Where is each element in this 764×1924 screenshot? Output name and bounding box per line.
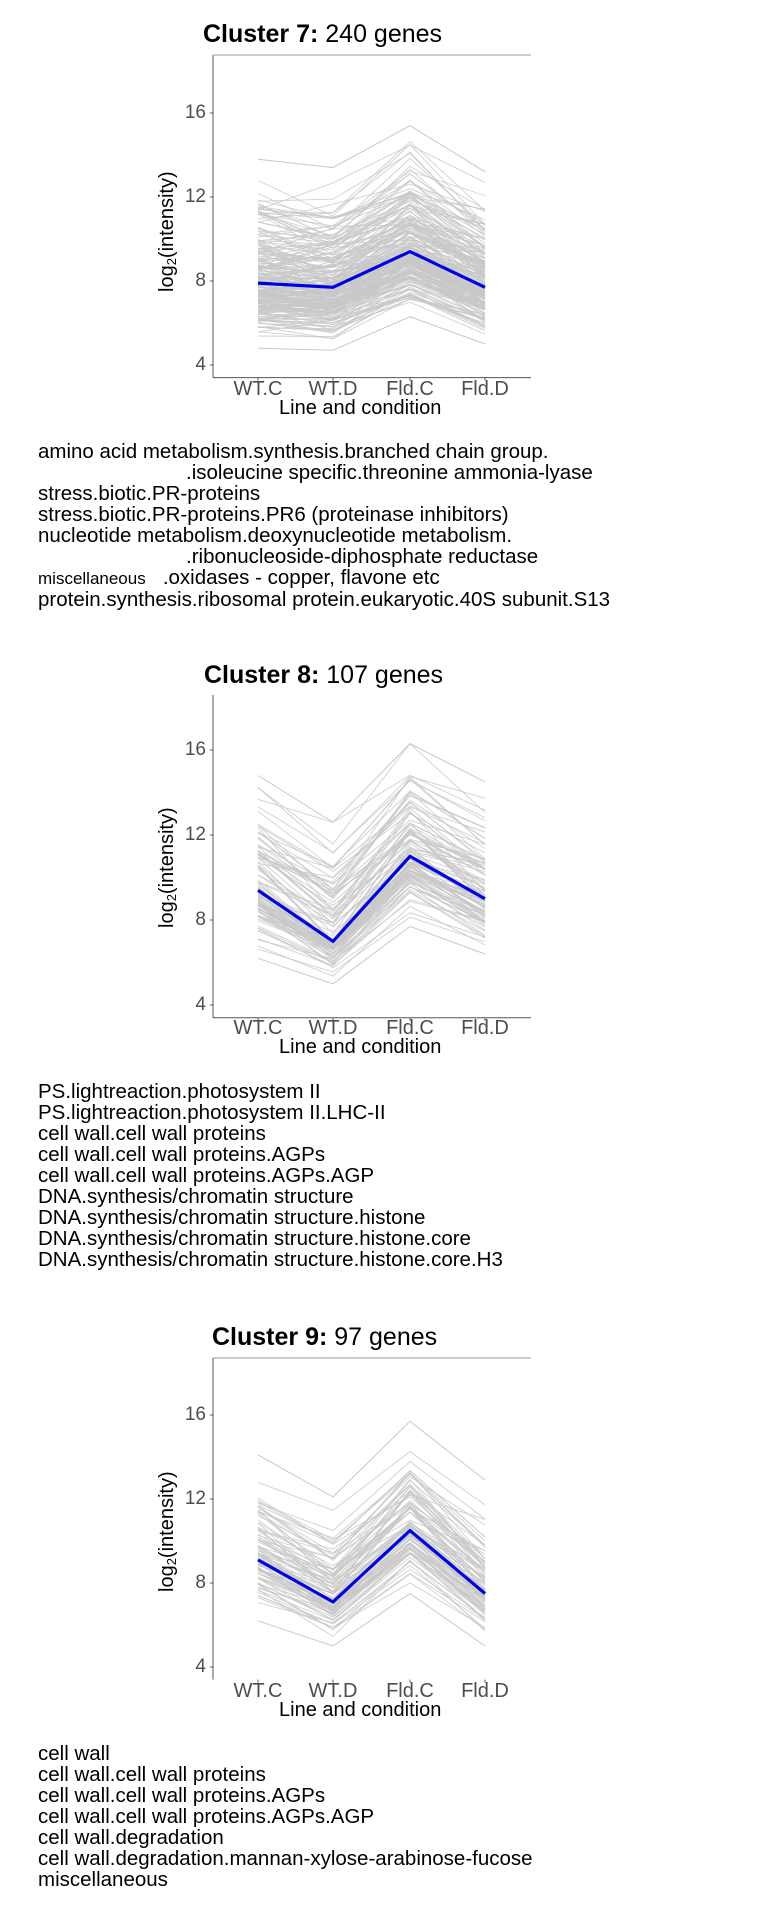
cluster-7-plot — [210, 54, 531, 381]
annotation-line: miscellaneous .oxidases - copper, flavon… — [38, 567, 610, 589]
x-axis-label: Line and condition — [279, 397, 442, 419]
cluster-7-title: Cluster 7: 240 genes — [203, 20, 442, 49]
ytick-16: 16 — [184, 739, 206, 760]
cluster-title-bold: Cluster 7: — [203, 20, 319, 48]
cluster-9-plot — [210, 1357, 531, 1683]
annotation-line: miscellaneous — [38, 1868, 168, 1891]
annotation-line: stress.biotic.PR-proteins.PR6 (proteinas… — [38, 503, 509, 526]
xtick-fld-d: Fld.D — [461, 378, 509, 400]
ytick-12: 12 — [184, 186, 206, 207]
annotation-line: cell wall.cell wall proteins.AGPs.AGP — [38, 1164, 375, 1187]
cluster-gene-count: 97 genes — [334, 1323, 438, 1351]
cluster-8-plot — [210, 695, 531, 1021]
xtick-fld-d: Fld.D — [461, 1680, 509, 1702]
ytick-12: 12 — [184, 824, 206, 845]
cluster-8-annotations: PS.lightreaction.photosystem II PS.lightr… — [38, 1081, 503, 1270]
ylabel-rest: (intensity) — [156, 1471, 178, 1559]
annotation-line: cell wall.cell wall proteins.AGPs — [38, 1143, 326, 1166]
annotation-line: nucleotide metabolism.deoxynucleotide me… — [38, 524, 513, 547]
annotation-line: DNA.synthesis/chromatin structure.histon… — [38, 1248, 503, 1271]
xtick-wt-d: WT.D — [308, 378, 358, 400]
annotation-line: cell wall.cell wall proteins — [38, 1122, 266, 1145]
annotation-subcategory: .oxidases - copper, flavone etc — [145, 566, 440, 589]
annotation-line: protein.synthesis.ribosomal protein.euka… — [38, 588, 611, 611]
cluster-title-bold: Cluster 9: — [212, 1323, 328, 1351]
cluster-8-panel: Cluster 8: 107 genes log2(intensity) 16 … — [38, 661, 531, 1270]
ytick-16: 16 — [184, 102, 206, 123]
gene-profile-lines — [257, 1420, 486, 1647]
annotation-line: cell wall.degradation — [38, 1826, 224, 1849]
ytick-8: 8 — [195, 1572, 206, 1593]
xtick-fld-d: Fld.D — [461, 1017, 509, 1039]
annotation-line: amino acid metabolism.synthesis.branched… — [38, 440, 549, 463]
annotation-line: DNA.synthesis/chromatin structure.histon… — [38, 1206, 426, 1229]
xtick-wt-c: WT.C — [233, 1017, 283, 1039]
xtick-fld-c: Fld.C — [386, 1017, 434, 1039]
x-axis-label: Line and condition — [279, 1699, 442, 1721]
x-axis-label: Line and condition — [279, 1036, 442, 1058]
annotation-line: PS.lightreaction.photosystem II.LHC-II — [38, 1101, 386, 1124]
xtick-wt-d: WT.D — [308, 1017, 358, 1039]
annotation-line: cell wall.degradation.mannan-xylose-arab… — [38, 1847, 533, 1870]
xtick-fld-c: Fld.C — [386, 378, 434, 400]
annotation-line: cell wall.cell wall proteins.AGPs — [38, 1784, 326, 1807]
annotation-line: cell wall.cell wall proteins — [38, 1763, 266, 1786]
cluster-mean-line — [257, 250, 486, 289]
ylabel-sub: 2 — [164, 1558, 179, 1566]
cluster-9-annotations: cell wall cell wall.cell wall proteins cel… — [38, 1743, 533, 1890]
annotation-line: cell wall.cell wall proteins.AGPs.AGP — [38, 1805, 375, 1828]
ylabel-log: log — [156, 1565, 178, 1592]
ytick-16: 16 — [184, 1404, 206, 1425]
cluster-7-panel: Cluster 7: 240 genes log2(intensity) 16 … — [0, 0, 764, 640]
ytick-4: 4 — [195, 994, 206, 1015]
annotation-line: PS.lightreaction.photosystem II — [38, 1080, 321, 1103]
gene-profile-lines — [257, 742, 486, 985]
ytick-8: 8 — [195, 270, 206, 291]
cluster-mean-line — [257, 854, 486, 943]
annotation-category: miscellaneous — [38, 569, 146, 588]
cluster-mean-line — [257, 1528, 487, 1604]
annotation-line: stress.biotic.PR-proteins — [38, 482, 261, 505]
annotation-line: .ribonucleoside-diphosphate reductase — [186, 545, 539, 568]
annotation-line: .isoleucine specific.threonine ammonia-l… — [186, 461, 593, 484]
ytick-4: 4 — [195, 354, 206, 375]
cluster-gene-count: 240 genes — [325, 20, 443, 48]
cluster-7-annotations: amino acid metabolism.synthesis.branched… — [38, 441, 610, 610]
annotation-line: DNA.synthesis/chromatin structure.histon… — [38, 1227, 471, 1250]
ytick-8: 8 — [195, 909, 206, 930]
cluster-9-title: Cluster 9: 97 genes — [212, 1323, 437, 1352]
gene-profile-lines — [257, 125, 486, 351]
ytick-4: 4 — [195, 1656, 206, 1677]
xtick-wt-c: WT.C — [233, 1680, 283, 1702]
cluster-gene-count: 107 genes — [326, 661, 444, 689]
annotation-line: cell wall — [38, 1742, 110, 1765]
annotation-line: DNA.synthesis/chromatin structure — [38, 1185, 354, 1208]
cluster-8-title: Cluster 8: 107 genes — [204, 661, 443, 690]
ytick-12: 12 — [184, 1488, 206, 1509]
xtick-wt-c: WT.C — [233, 378, 283, 400]
cluster-title-bold: Cluster 8: — [204, 661, 320, 689]
xtick-fld-c: Fld.C — [386, 1680, 434, 1702]
xtick-wt-d: WT.D — [308, 1680, 358, 1702]
